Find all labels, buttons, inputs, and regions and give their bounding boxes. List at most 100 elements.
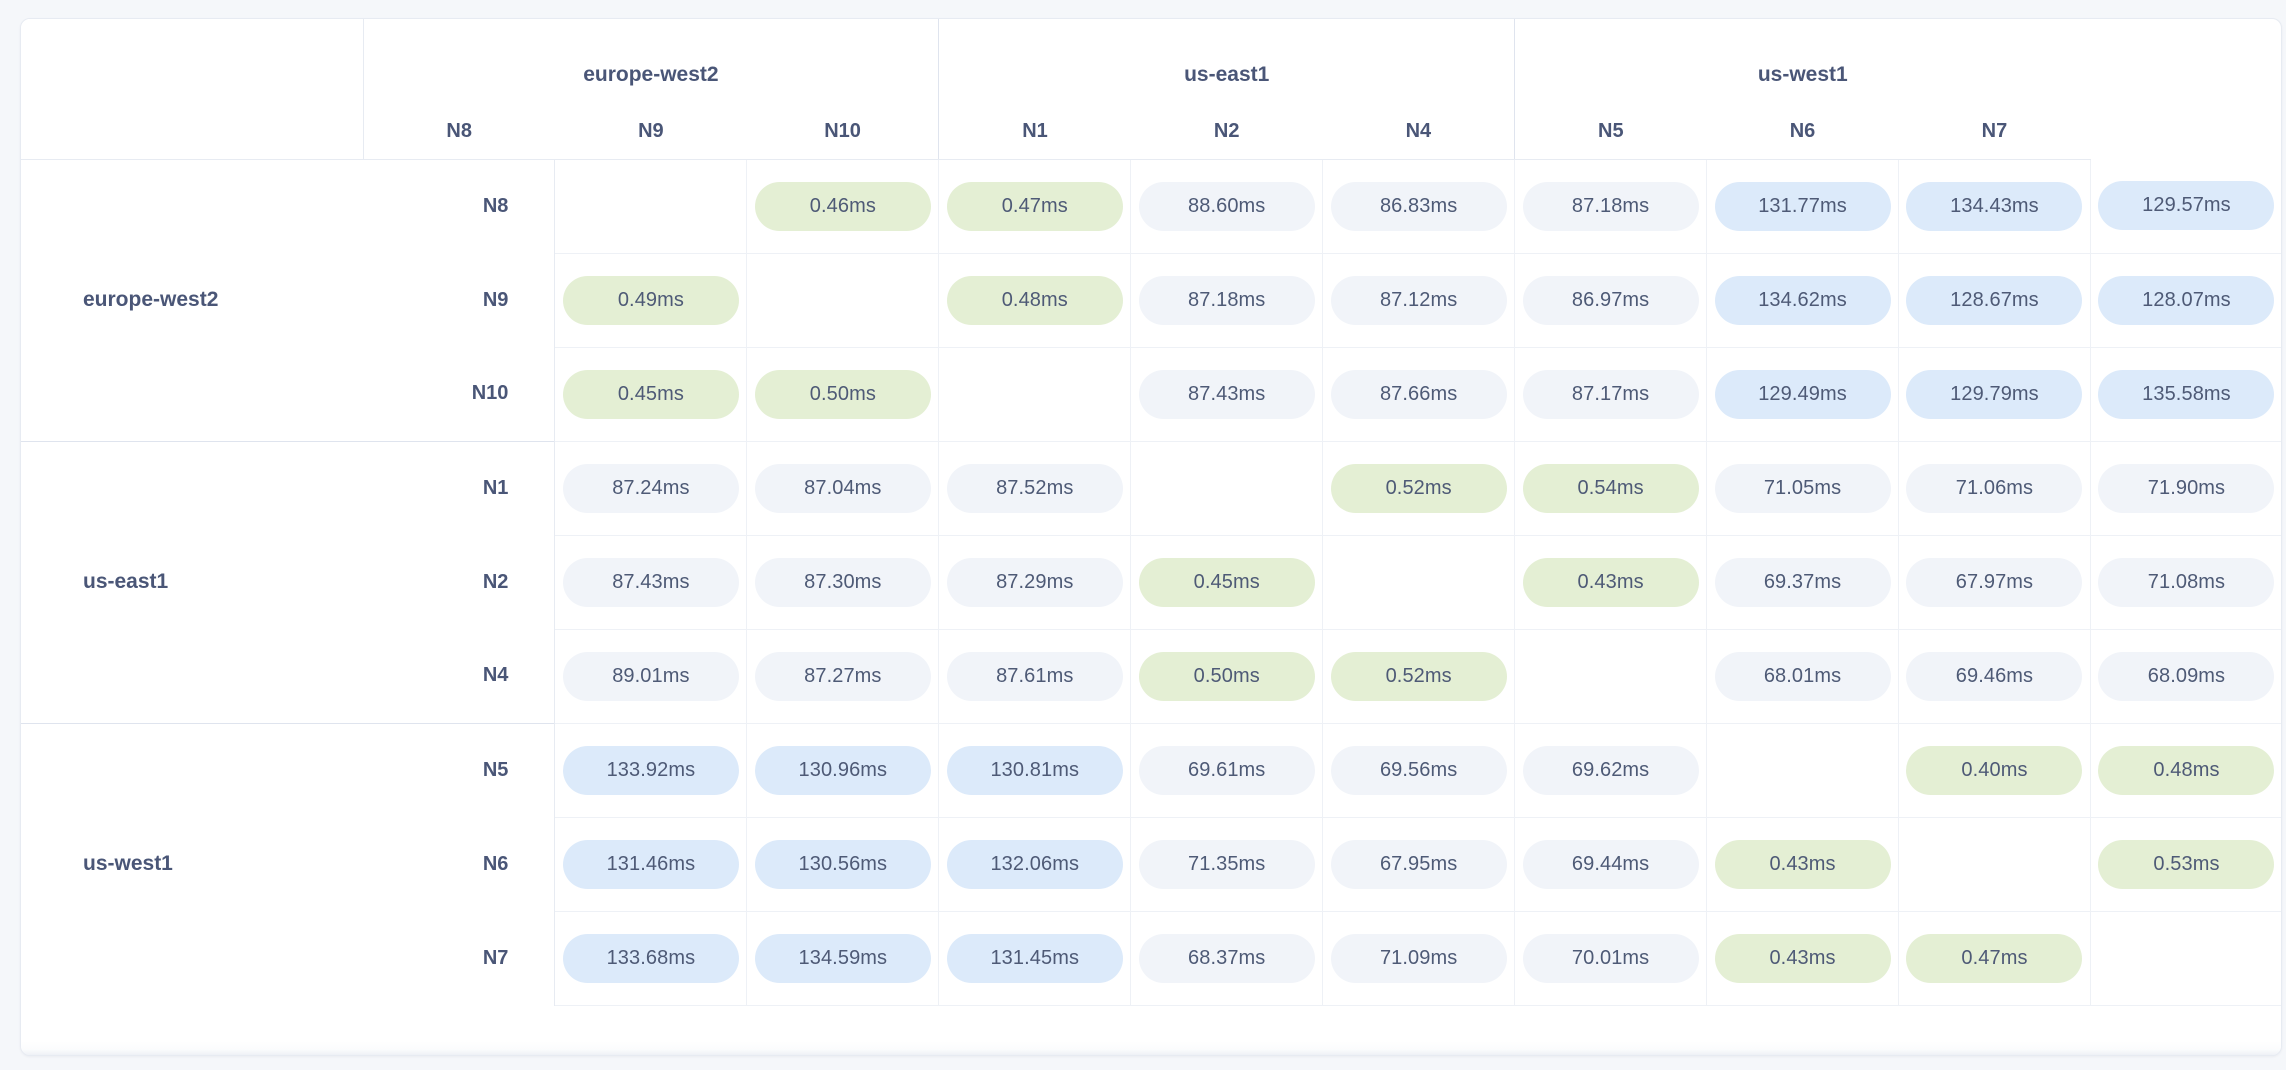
latency-pill: 71.05ms bbox=[1714, 463, 1891, 513]
latency-cell[interactable]: 86.83ms bbox=[1322, 159, 1516, 254]
latency-cell[interactable]: 87.30ms bbox=[746, 535, 940, 630]
latency-cell[interactable]: 69.56ms bbox=[1322, 722, 1516, 818]
latency-cell[interactable]: 134.59ms bbox=[746, 911, 940, 1006]
latency-pill: 71.90ms bbox=[2098, 463, 2275, 513]
latency-cell[interactable]: 87.12ms bbox=[1322, 253, 1516, 348]
latency-cell[interactable]: 128.67ms bbox=[1898, 253, 2091, 348]
latency-cell[interactable]: 0.48ms bbox=[2090, 722, 2281, 818]
latency-cell[interactable]: 89.01ms bbox=[554, 629, 748, 724]
latency-cell[interactable]: 71.90ms bbox=[2090, 440, 2281, 536]
column-header-N6: N6 bbox=[1706, 105, 1899, 160]
latency-cell[interactable]: 69.62ms bbox=[1514, 722, 1708, 818]
latency-cell[interactable]: 0.52ms bbox=[1322, 440, 1516, 536]
latency-cell[interactable]: 87.66ms bbox=[1322, 347, 1516, 442]
latency-cell[interactable]: 69.37ms bbox=[1706, 535, 1899, 630]
latency-pill: 71.08ms bbox=[2098, 557, 2275, 607]
latency-cell[interactable]: 68.37ms bbox=[1130, 911, 1324, 1006]
latency-pill: 69.61ms bbox=[1138, 745, 1315, 795]
latency-cell[interactable]: 71.05ms bbox=[1706, 440, 1899, 536]
latency-cell[interactable]: 133.68ms bbox=[554, 911, 748, 1006]
latency-cell[interactable] bbox=[746, 253, 940, 348]
latency-cell[interactable]: 71.09ms bbox=[1322, 911, 1516, 1006]
latency-cell[interactable]: 129.49ms bbox=[1706, 347, 1899, 442]
latency-cell[interactable]: 0.43ms bbox=[1514, 535, 1708, 630]
latency-cell[interactable] bbox=[938, 347, 1132, 442]
latency-cell[interactable]: 67.97ms bbox=[1898, 535, 2091, 630]
latency-cell[interactable]: 68.01ms bbox=[1706, 629, 1899, 724]
latency-cell[interactable] bbox=[1706, 722, 1899, 818]
latency-cell[interactable]: 67.95ms bbox=[1322, 817, 1516, 912]
latency-cell[interactable]: 0.52ms bbox=[1322, 629, 1516, 724]
latency-cell[interactable]: 0.47ms bbox=[938, 159, 1132, 254]
latency-cell[interactable]: 130.81ms bbox=[938, 722, 1132, 818]
row-group-region-label-europe-west2: europe-west2 bbox=[21, 159, 363, 441]
latency-cell[interactable]: 71.35ms bbox=[1130, 817, 1324, 912]
latency-cell[interactable]: 131.77ms bbox=[1706, 159, 1899, 254]
latency-cell[interactable]: 0.50ms bbox=[1130, 629, 1324, 724]
latency-pill: 0.43ms bbox=[1714, 839, 1891, 889]
latency-cell[interactable]: 71.06ms bbox=[1898, 440, 2091, 536]
latency-cell[interactable]: 87.43ms bbox=[554, 535, 748, 630]
latency-cell[interactable]: 86.97ms bbox=[1514, 253, 1708, 348]
column-group-header-us-west1: us-west1 bbox=[1514, 19, 2091, 105]
latency-cell[interactable]: 0.49ms bbox=[554, 253, 748, 348]
latency-cell[interactable]: 0.45ms bbox=[554, 347, 748, 442]
latency-cell[interactable]: 0.43ms bbox=[1706, 911, 1899, 1006]
latency-pill: 135.58ms bbox=[2098, 369, 2275, 419]
table-row: N2 87.43ms 87.30ms 87.29ms 0.45ms 0.43ms 69.37… bbox=[21, 535, 2281, 630]
latency-cell[interactable]: 133.92ms bbox=[554, 722, 748, 818]
latency-cell[interactable]: 0.45ms bbox=[1130, 535, 1324, 630]
latency-pill: 0.50ms bbox=[754, 369, 931, 419]
latency-cell[interactable]: 0.43ms bbox=[1706, 817, 1899, 912]
latency-cell[interactable]: 134.62ms bbox=[1706, 253, 1899, 348]
latency-cell[interactable]: 132.06ms bbox=[938, 817, 1132, 912]
latency-cell[interactable]: 71.08ms bbox=[2090, 535, 2281, 630]
latency-matrix-table: europe-west2 us-east1 us-west1 N8 N9 N10 N1 N2… bbox=[21, 19, 2281, 1006]
latency-cell[interactable]: 135.58ms bbox=[2090, 347, 2281, 442]
latency-cell[interactable]: 128.07ms bbox=[2090, 253, 2281, 348]
latency-cell[interactable]: 69.46ms bbox=[1898, 629, 2091, 724]
latency-cell[interactable]: 0.54ms bbox=[1514, 440, 1708, 536]
latency-cell[interactable]: 130.56ms bbox=[746, 817, 940, 912]
latency-cell[interactable]: 69.44ms bbox=[1514, 817, 1708, 912]
latency-cell[interactable] bbox=[1322, 535, 1516, 630]
latency-cell[interactable]: 131.46ms bbox=[554, 817, 748, 912]
latency-cell[interactable]: 0.46ms bbox=[746, 159, 940, 254]
latency-cell[interactable]: 88.60ms bbox=[1130, 159, 1324, 254]
latency-cell[interactable]: 87.04ms bbox=[746, 440, 940, 536]
latency-cell[interactable]: 0.40ms bbox=[1898, 722, 2091, 818]
latency-cell[interactable]: 87.61ms bbox=[938, 629, 1132, 724]
row-header-N8: N8 bbox=[363, 159, 556, 253]
latency-cell[interactable]: 70.01ms bbox=[1514, 911, 1708, 1006]
latency-cell[interactable]: 0.48ms bbox=[938, 253, 1132, 348]
latency-cell[interactable]: 69.61ms bbox=[1130, 722, 1324, 818]
latency-cell[interactable]: 129.57ms bbox=[2090, 159, 2281, 254]
latency-cell[interactable]: 129.79ms bbox=[1898, 347, 2091, 442]
latency-cell[interactable] bbox=[554, 159, 748, 254]
latency-cell[interactable]: 87.18ms bbox=[1130, 253, 1324, 348]
latency-pill: 87.43ms bbox=[562, 557, 739, 607]
latency-cell[interactable] bbox=[1130, 440, 1324, 536]
latency-cell[interactable]: 87.17ms bbox=[1514, 347, 1708, 442]
latency-cell[interactable]: 87.52ms bbox=[938, 440, 1132, 536]
latency-cell[interactable] bbox=[2090, 911, 2281, 1006]
latency-cell[interactable]: 130.96ms bbox=[746, 722, 940, 818]
latency-pill: 0.53ms bbox=[2098, 839, 2275, 889]
latency-pill: 133.92ms bbox=[562, 745, 739, 795]
latency-cell[interactable] bbox=[1514, 629, 1708, 724]
latency-cell[interactable]: 68.09ms bbox=[2090, 629, 2281, 724]
latency-cell[interactable]: 87.43ms bbox=[1130, 347, 1324, 442]
latency-cell[interactable]: 134.43ms bbox=[1898, 159, 2091, 254]
latency-pill: 87.66ms bbox=[1330, 369, 1507, 419]
column-header-N7: N7 bbox=[1898, 105, 2091, 160]
latency-cell[interactable]: 0.53ms bbox=[2090, 817, 2281, 912]
latency-cell[interactable]: 87.18ms bbox=[1514, 159, 1708, 254]
latency-cell[interactable]: 87.29ms bbox=[938, 535, 1132, 630]
latency-cell[interactable]: 87.27ms bbox=[746, 629, 940, 724]
latency-pill: 86.97ms bbox=[1522, 275, 1699, 325]
latency-cell[interactable]: 0.50ms bbox=[746, 347, 940, 442]
latency-cell[interactable]: 0.47ms bbox=[1898, 911, 2091, 1006]
latency-cell[interactable]: 131.45ms bbox=[938, 911, 1132, 1006]
latency-cell[interactable] bbox=[1898, 817, 2091, 912]
latency-cell[interactable]: 87.24ms bbox=[554, 440, 748, 536]
